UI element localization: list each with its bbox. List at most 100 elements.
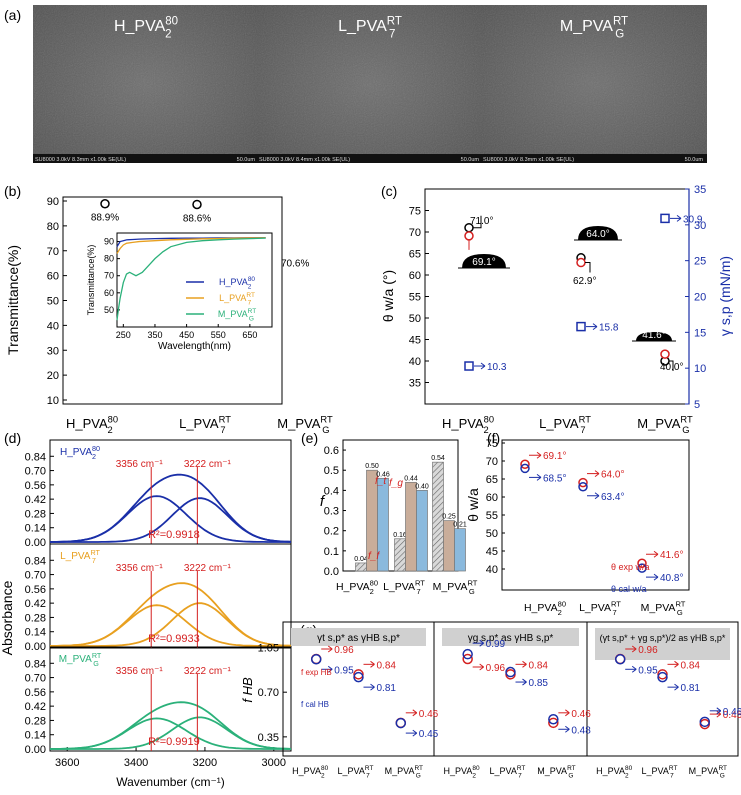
- subplot-title: M_PVART G: [59, 651, 102, 668]
- absorbance-subplot: 0.00 0.14 0.28 0.42 0.56 0.70 0.84 3600 3400 3200…: [25, 646, 292, 769]
- inset-series-line: [116, 237, 266, 254]
- panel-label-e: (e): [301, 430, 318, 446]
- x-tick-label: H_PVA80 2: [596, 765, 632, 779]
- x-tick-label: H_PVA80 2: [524, 600, 566, 618]
- bar-f_g: [454, 528, 466, 572]
- sem-footer-text: SU8000 3.0kV 8.3mm x1.00k SE(UL): [35, 157, 126, 163]
- y-tick-label: 0.14: [25, 523, 46, 535]
- y-tick-label: 30: [47, 345, 59, 357]
- chart-f: 40 45 50 55 60 65 70 75 θ w/a 69.1° 64.0° 41.6° 68.5…: [465, 438, 690, 618]
- arrow-head: [631, 645, 637, 653]
- cal-label: 0.45: [419, 729, 439, 740]
- peak-label: 3356 cm⁻¹: [116, 666, 164, 677]
- arrow-head: [327, 665, 333, 673]
- y-tick-label: 0.6: [324, 445, 339, 457]
- plot-frame: [501, 439, 690, 591]
- y-axis-label: θ w/a: [465, 488, 481, 522]
- y-tick-label: 0.56: [25, 480, 46, 492]
- inset-frame: [116, 232, 273, 328]
- inset-x-tick-label: 650: [242, 330, 257, 340]
- arrow-head: [653, 573, 659, 581]
- x-tick-label: M_PVART G: [637, 415, 693, 436]
- cal-label: 0.95: [638, 665, 658, 676]
- y-tick-label: 35: [409, 378, 421, 390]
- y-tick-label: 0.70: [258, 687, 279, 699]
- peak-label: 3222 cm⁻¹: [184, 563, 232, 574]
- droplet-label: 64.0°: [586, 229, 609, 240]
- inset-y-tick-label: 80: [104, 254, 114, 264]
- y-tick-label: 40: [486, 564, 498, 576]
- fhb-cal-point: [462, 648, 473, 660]
- peak-label: 3222 cm⁻¹: [184, 666, 232, 677]
- y2-tick-label: 35: [694, 184, 706, 196]
- fhb-exp-point: [548, 717, 559, 729]
- legend-exp: f exp HB: [301, 668, 332, 677]
- arrow-head: [536, 451, 542, 459]
- theta-cal-point: [637, 563, 647, 573]
- y-tick-label: 0.70: [25, 570, 46, 582]
- subplot-title: (γt s,p* + γg s,p*)/2 as γHB s,p*: [600, 633, 726, 643]
- sem-title: M_PVART G: [560, 15, 628, 40]
- theta-predicted-point: [660, 349, 670, 359]
- inset-x-tick-label: 250: [116, 330, 131, 340]
- y-tick-label: 0.28: [25, 508, 46, 520]
- inset-x-tick-label: 550: [211, 330, 226, 340]
- inset-x-tick-label: 450: [179, 330, 194, 340]
- x-tick-label: M_PVART G: [689, 765, 727, 779]
- y-tick-label: 65: [486, 474, 498, 486]
- y-tick-label: 0.84: [25, 451, 46, 463]
- fhb-cal-point: [353, 671, 364, 683]
- cal-label: 68.5°: [543, 473, 566, 484]
- sem-footer-bar: [481, 154, 707, 163]
- sem-footer-text: SU8000 3.0kV 8.3mm x1.00k SE(UL): [483, 157, 574, 163]
- x-tick-label: H_PVA80 2: [444, 765, 480, 779]
- x-tick-label: L_PVART 7: [490, 765, 526, 779]
- legend-cal: θ cal w/a: [611, 584, 647, 594]
- x-tick-label: H_PVA80 2: [336, 579, 378, 597]
- exp-label: 0.84: [377, 660, 397, 671]
- y-tick-label: 0.0: [324, 566, 339, 578]
- x-tick-label: L_PVART 7: [642, 765, 678, 779]
- subplot-title: L_PVART 7: [60, 548, 100, 565]
- droplet-label: 69.1°: [472, 257, 495, 268]
- sem-texture: [257, 5, 483, 163]
- y-tick-label: 0.14: [25, 730, 46, 742]
- y-tick-label: 50: [486, 528, 498, 540]
- plot-frame: [282, 621, 739, 757]
- arrow-head: [674, 660, 679, 668]
- data-label: 88.9%: [91, 213, 119, 224]
- fhb-subplot: γt s,p* as γHB s,p*0.96 0.84 0.46 0.95 0.81 0…: [291, 628, 439, 780]
- inset-x-tick-label: 350: [147, 330, 162, 340]
- exp-label: 64.0°: [601, 470, 624, 481]
- inset-y-axis-label: Transmittance(%): [86, 245, 96, 316]
- inset-y-tick-label: 70: [104, 271, 114, 281]
- absorbance-subplot: 0.00 0.14 0.28 0.42 0.56 0.70 0.84 3356 cm⁻¹ 322…: [25, 439, 292, 549]
- y2-tick-label: 15: [694, 327, 706, 339]
- y2-tick-label: 25: [694, 256, 706, 268]
- leader: [473, 215, 482, 229]
- cal-label: 0.48: [571, 725, 591, 736]
- sem-footer-text: SU8000 3.0kV 8.4mm x1.00k SE(UL): [259, 157, 350, 163]
- inset-chart: 50 60 70 80 90 250 350 450 550 650 Wavelength(nm) T…: [86, 232, 273, 352]
- x-tick-label: 3400: [124, 757, 148, 769]
- exp-label: 41.6°: [660, 550, 683, 561]
- arrow-head: [412, 729, 418, 737]
- bar-value-label: 0.21: [453, 522, 467, 529]
- bar-value-label: 0.16: [393, 532, 407, 539]
- bar-f_f: [355, 562, 367, 572]
- leader: [669, 360, 674, 371]
- sem-texture: [33, 5, 259, 163]
- y-tick-label: 10: [47, 395, 59, 407]
- y-tick-label: 70: [486, 456, 498, 468]
- theta-cal-point: [578, 482, 588, 492]
- gamma-point: [576, 321, 586, 332]
- subplot-title-box: [291, 628, 426, 646]
- fhb-exp-point: [353, 669, 364, 680]
- bar-f_t: [405, 481, 417, 572]
- arrow-head: [592, 323, 598, 330]
- fhb-cal-point: [548, 714, 559, 725]
- arrow-head: [522, 660, 527, 668]
- subplot-title: γt s,p* as γHB s,p*: [317, 633, 400, 644]
- legend-label: M_PVART G: [218, 308, 256, 322]
- peak-label: 3356 cm⁻¹: [116, 563, 164, 574]
